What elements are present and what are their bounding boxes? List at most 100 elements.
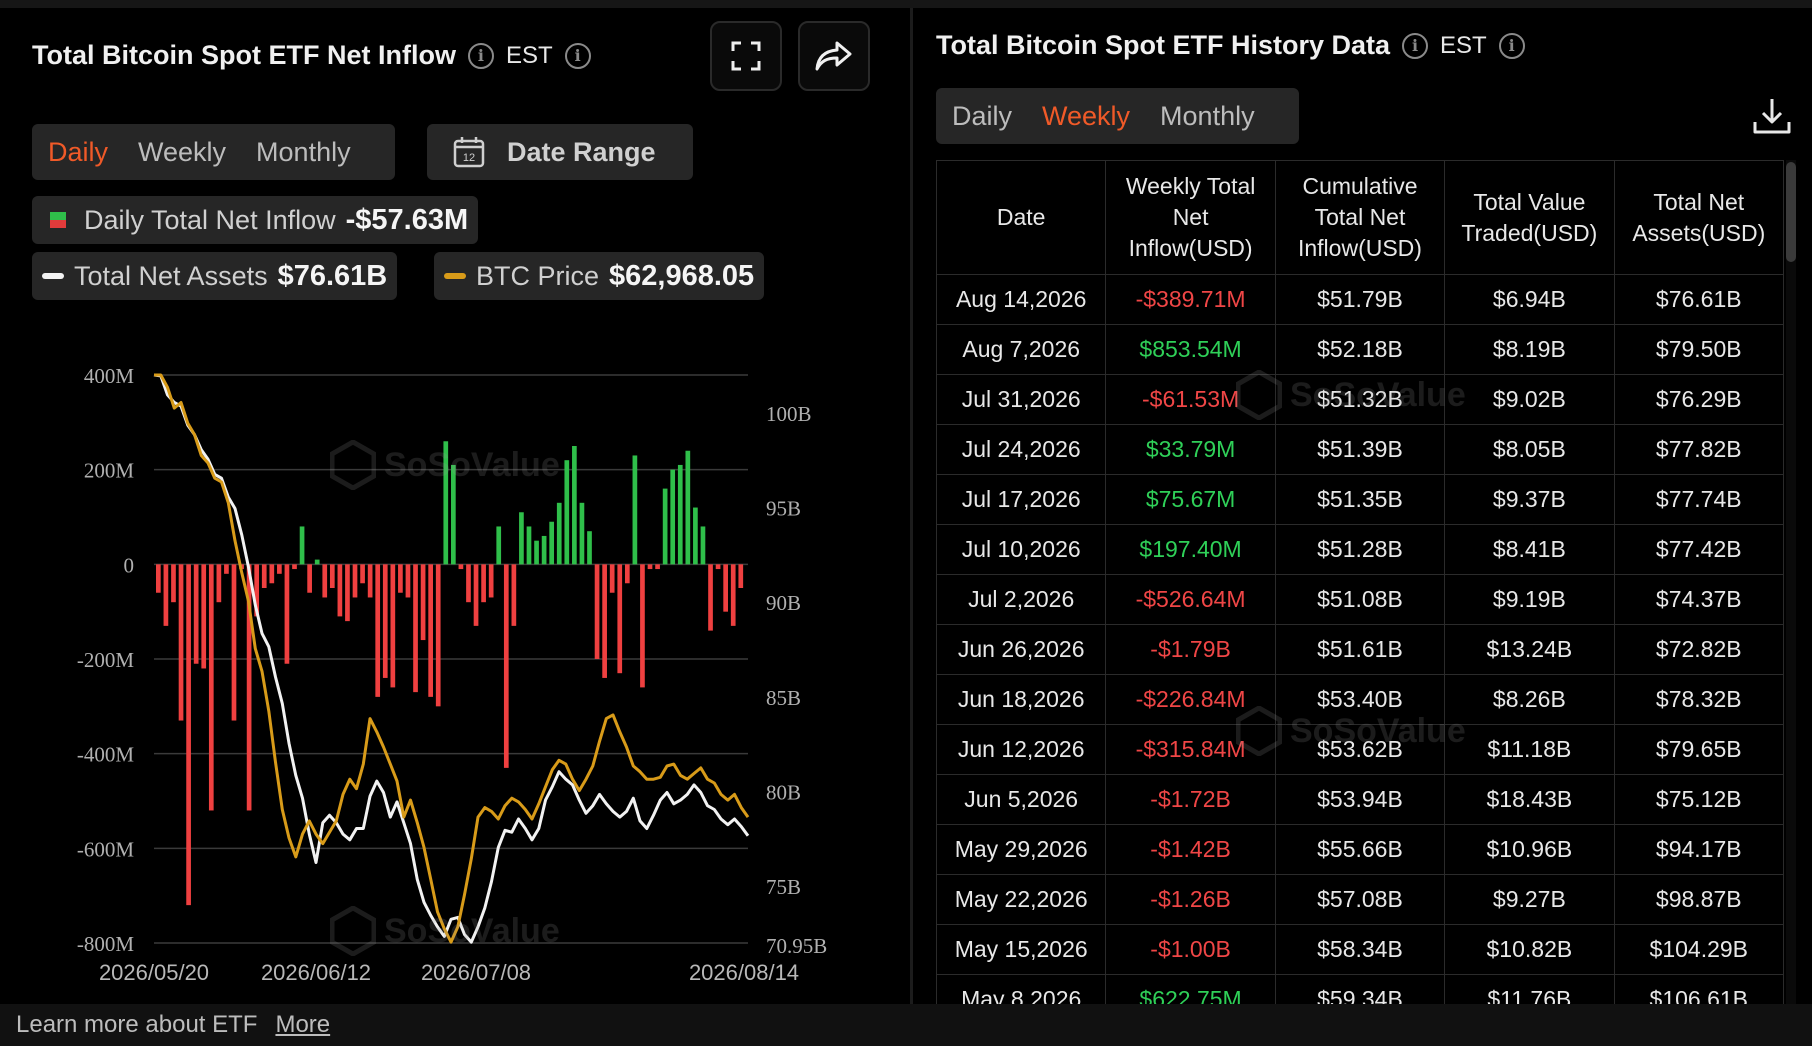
- info-icon[interactable]: i: [467, 42, 494, 69]
- cell-date: Jul 10,2026: [936, 524, 1107, 575]
- cell-assets: $98.87B: [1613, 874, 1784, 925]
- cell-traded: $13.24B: [1444, 624, 1615, 675]
- date-range-button[interactable]: 12 Date Range: [427, 124, 693, 180]
- cell-weekly-inflow: -$315.84M: [1105, 724, 1276, 775]
- inflow-bar: [284, 564, 290, 664]
- inflow-bar: [708, 564, 713, 631]
- table-row[interactable]: Jun 26,2026 -$1.79B $51.61B $13.24B $72.82B: [936, 624, 1784, 675]
- table-scrollbar-thumb[interactable]: [1786, 162, 1796, 262]
- cell-assets: $78.32B: [1613, 674, 1784, 725]
- timezone-info-icon[interactable]: i: [564, 42, 591, 69]
- col-header-traded[interactable]: Total Value Traded(USD): [1444, 160, 1615, 275]
- cell-date: May 15,2026: [936, 924, 1107, 975]
- tab-daily[interactable]: Daily: [952, 100, 1013, 131]
- inflow-bar: [352, 564, 358, 598]
- cell-traded: $8.26B: [1444, 674, 1615, 725]
- cell-assets: $94.17B: [1613, 824, 1784, 875]
- legend-assets[interactable]: Total Net Assets $76.61B: [32, 252, 398, 300]
- sosovalue-logo-icon: [330, 906, 376, 956]
- share-button[interactable]: [798, 21, 870, 91]
- left-axis-tick-label: 400M: [84, 364, 135, 388]
- cell-weekly-inflow: -$389.71M: [1105, 274, 1276, 325]
- cell-cumulative: $53.62B: [1274, 724, 1446, 775]
- cell-date: May 22,2026: [936, 874, 1107, 925]
- tab-monthly[interactable]: Monthly: [256, 136, 351, 167]
- history-table: Date Weekly Total Net Inflow(USD) Cumula…: [936, 160, 1784, 1004]
- cell-weekly-inflow: $75.67M: [1105, 474, 1276, 525]
- table-scrollbar[interactable]: [1786, 160, 1796, 1004]
- table-row[interactable]: Jul 24,2026 $33.79M $51.39B $8.05B $77.82B: [936, 424, 1784, 475]
- cell-assets: $79.65B: [1613, 724, 1784, 775]
- inflow-bar: [193, 564, 199, 664]
- cell-weekly-inflow: -$1.79B: [1105, 624, 1276, 675]
- cell-weekly-inflow: $853.54M: [1105, 324, 1276, 375]
- history-table-wrapper[interactable]: Date Weekly Total Net Inflow(USD) Cumula…: [936, 160, 1784, 1004]
- inflow-bar: [723, 564, 728, 612]
- tab-daily[interactable]: Daily: [48, 136, 109, 167]
- col-header-assets[interactable]: Total Net Assets(USD): [1613, 160, 1784, 275]
- inflow-bar: [572, 446, 577, 565]
- table-watermark-2: SoSoValue: [1236, 706, 1466, 756]
- cell-traded: $9.02B: [1444, 374, 1615, 425]
- tab-weekly[interactable]: Weekly: [1042, 100, 1131, 131]
- tab-monthly[interactable]: Monthly: [1160, 100, 1255, 131]
- right-axis-tick-label: 90B: [766, 591, 801, 615]
- inflow-bar: [466, 564, 471, 603]
- cell-weekly-inflow: -$1.26B: [1105, 874, 1276, 925]
- table-row[interactable]: May 15,2026 -$1.00B $58.34B $10.82B $104.29B: [936, 924, 1784, 975]
- cell-assets: $76.61B: [1613, 274, 1784, 325]
- cell-traded: $8.41B: [1444, 524, 1615, 575]
- right-axis-tick-label: 100B: [766, 402, 812, 426]
- legend-btc[interactable]: BTC Price $62,968.05: [434, 252, 765, 300]
- inflow-bar: [420, 564, 426, 641]
- table-row[interactable]: Jun 12,2026 -$315.84M $53.62B $11.18B $79.65…: [936, 724, 1784, 775]
- col-header-cumulative[interactable]: Cumulative Total Net Inflow(USD): [1274, 160, 1446, 275]
- cell-cumulative: $51.28B: [1274, 524, 1446, 575]
- table-row[interactable]: May 22,2026 -$1.26B $57.08B $9.27B $98.87B: [936, 874, 1784, 925]
- inflow-bar: [428, 564, 433, 697]
- table-row[interactable]: May 8,2026 $622.75M $59.34B $11.76B $106.61B: [936, 974, 1784, 1004]
- cell-date: Aug 7,2026: [936, 324, 1107, 375]
- inflow-bar: [307, 564, 312, 593]
- inflow-bar: [345, 564, 350, 622]
- right-axis-tick-label: 75B: [766, 875, 801, 899]
- footer-more-link[interactable]: More: [275, 1011, 331, 1038]
- table-row[interactable]: May 29,2026 -$1.42B $55.66B $10.96B $94.17B: [936, 824, 1784, 875]
- table-row[interactable]: Jul 17,2026 $75.67M $51.35B $9.37B $77.74B: [936, 474, 1784, 525]
- legend-btc-value: $62,968.05: [609, 259, 755, 292]
- inflow-bar: [730, 564, 736, 626]
- inflow-bar: [314, 559, 320, 565]
- inflow-bar: [677, 464, 683, 565]
- net-inflow-chart[interactable]: 400M 200M 0 -200M -400M -600M -800M 100B 95B 90B 8…: [0, 340, 900, 990]
- info-icon[interactable]: i: [1402, 32, 1429, 59]
- inflow-bar: [208, 564, 214, 811]
- inflow-bar: [254, 564, 260, 617]
- inflow-bar: [443, 441, 449, 565]
- inflow-bar: [246, 564, 252, 811]
- timezone-info-icon[interactable]: i: [1498, 32, 1525, 59]
- left-axis-tick-label: -600M: [77, 837, 134, 861]
- cell-traded: $8.19B: [1444, 324, 1615, 375]
- table-row[interactable]: Jul 10,2026 $197.40M $51.28B $8.41B $77.42B: [936, 524, 1784, 575]
- tab-weekly[interactable]: Weekly: [138, 136, 227, 167]
- inflow-bar: [609, 564, 615, 593]
- sosovalue-logo-icon: [1236, 706, 1282, 756]
- cell-weekly-inflow: $33.79M: [1105, 424, 1276, 475]
- download-icon[interactable]: [1752, 96, 1792, 136]
- cell-weekly-inflow: -$1.72B: [1105, 774, 1276, 825]
- inflow-bar: [451, 464, 456, 565]
- table-row[interactable]: Aug 7,2026 $853.54M $52.18B $8.19B $79.50B: [936, 324, 1784, 375]
- fullscreen-button[interactable]: [710, 21, 782, 91]
- cell-traded: $10.82B: [1444, 924, 1615, 975]
- col-header-date[interactable]: Date: [936, 160, 1107, 275]
- table-row[interactable]: Jul 2,2026 -$526.64M $51.08B $9.19B $74.37B: [936, 574, 1784, 625]
- inflow-swatch-icon: [50, 212, 66, 228]
- cell-date: Jul 24,2026: [936, 424, 1107, 475]
- col-header-weekly-inflow[interactable]: Weekly Total Net Inflow(USD): [1105, 160, 1276, 275]
- inflow-bar: [685, 450, 691, 565]
- table-row[interactable]: Aug 14,2026 -$389.71M $51.79B $6.94B $76.61B: [936, 274, 1784, 325]
- table-row[interactable]: Jun 5,2026 -$1.72B $53.94B $18.43B $75.12B: [936, 774, 1784, 825]
- inflow-bar: [405, 564, 411, 598]
- legend-inflow[interactable]: Daily Total Net Inflow -$57.63M: [32, 196, 479, 244]
- cell-assets: $79.50B: [1613, 324, 1784, 375]
